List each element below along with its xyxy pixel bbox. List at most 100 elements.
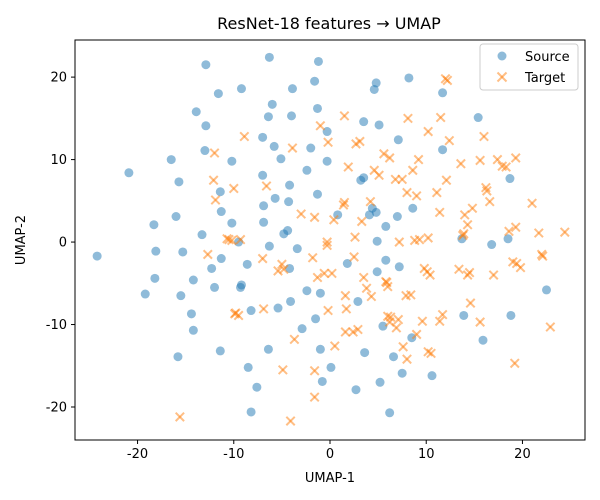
data-point-target xyxy=(434,207,445,218)
data-point-target xyxy=(285,416,296,426)
data-point-target xyxy=(354,136,365,147)
data-point-target xyxy=(393,314,404,325)
data-point-source xyxy=(242,259,252,269)
data-point-source xyxy=(215,346,225,356)
data-point-source xyxy=(351,385,361,395)
data-point-source xyxy=(166,155,176,165)
data-point-source xyxy=(372,236,382,246)
data-point-target xyxy=(527,198,537,209)
data-point-target xyxy=(258,303,269,314)
data-point-source xyxy=(191,107,201,117)
data-point-target xyxy=(423,233,434,243)
data-point-target xyxy=(464,267,475,278)
data-point-target xyxy=(361,283,372,294)
data-point-source xyxy=(176,291,186,301)
data-point-source xyxy=(283,226,293,236)
data-point-source xyxy=(478,335,488,345)
data-point-target xyxy=(277,364,288,375)
data-point-source xyxy=(236,84,246,94)
data-point-target xyxy=(374,170,384,181)
data-point-source xyxy=(306,143,316,153)
data-point-target xyxy=(323,305,333,316)
data-point-source xyxy=(312,103,322,113)
data-point-target xyxy=(510,222,521,233)
data-point-target xyxy=(417,316,428,327)
data-point-target xyxy=(378,148,389,159)
data-point-source xyxy=(315,288,325,298)
data-point-source xyxy=(397,368,407,378)
data-point-source xyxy=(258,170,268,180)
data-point-target xyxy=(289,334,300,345)
data-point-source xyxy=(188,325,198,335)
legend-source-label: Source xyxy=(525,50,570,65)
data-point-target xyxy=(492,154,503,165)
data-point-source xyxy=(252,382,262,392)
data-point-source xyxy=(407,333,417,343)
data-point-target xyxy=(278,264,289,275)
data-point-target xyxy=(459,209,470,220)
data-point-target xyxy=(309,365,320,376)
data-point-target xyxy=(356,216,367,227)
data-point-source xyxy=(243,362,253,372)
data-point-target xyxy=(322,237,333,247)
data-point-target xyxy=(340,327,351,337)
data-point-source xyxy=(263,112,273,122)
data-point-target xyxy=(454,264,464,275)
data-point-source xyxy=(151,246,161,256)
data-point-source xyxy=(313,56,323,66)
data-point-target xyxy=(322,240,333,251)
data-point-source xyxy=(215,187,225,197)
y-axis: -20 -10 0 10 20 xyxy=(46,71,75,416)
data-point-source xyxy=(173,352,183,362)
data-point-source xyxy=(374,120,384,130)
data-point-target xyxy=(382,311,393,322)
data-point-source xyxy=(506,310,516,320)
data-point-target xyxy=(510,153,521,163)
data-point-target xyxy=(397,174,408,185)
x-tick-label: 0 xyxy=(326,447,334,462)
data-point-target xyxy=(349,252,359,262)
data-point-target xyxy=(402,354,412,365)
data-point-source xyxy=(342,259,352,269)
data-point-target xyxy=(441,175,452,186)
data-point-source xyxy=(210,282,220,292)
data-point-target xyxy=(537,251,548,261)
data-point-source xyxy=(542,285,552,295)
data-point-target xyxy=(414,234,425,245)
data-point-target xyxy=(174,412,185,422)
data-point-source xyxy=(276,154,286,164)
data-point-target xyxy=(413,154,424,165)
data-point-source xyxy=(150,273,160,283)
data-point-source xyxy=(197,230,207,240)
data-point-source xyxy=(297,324,307,334)
data-point-target xyxy=(462,219,473,230)
data-point-source xyxy=(378,321,388,331)
data-point-target xyxy=(239,131,250,142)
y-tick-label: 0 xyxy=(59,236,67,251)
data-point-source xyxy=(285,180,295,190)
data-point-target xyxy=(202,249,213,260)
data-point-target xyxy=(350,232,360,243)
data-point-target xyxy=(431,187,442,198)
chart-title: ResNet-18 features → UMAP xyxy=(217,14,441,33)
data-point-source xyxy=(201,60,211,70)
y-tick-label: 20 xyxy=(50,71,67,86)
x-axis: -20 -10 0 10 20 xyxy=(127,440,531,462)
data-point-target xyxy=(501,162,512,172)
data-point-target xyxy=(233,310,244,321)
legend-target-label: Target xyxy=(524,71,565,86)
data-point-target xyxy=(365,196,376,207)
x-tick-label: 10 xyxy=(418,447,435,462)
data-point-target xyxy=(403,113,413,124)
data-point-target xyxy=(348,327,359,337)
data-point-target xyxy=(402,187,412,198)
data-point-source xyxy=(315,344,325,354)
data-point-source xyxy=(124,168,134,178)
data-point-target xyxy=(312,272,323,283)
data-point-target xyxy=(391,322,402,333)
data-point-source xyxy=(267,99,277,109)
data-point-target xyxy=(423,126,434,137)
data-point-target xyxy=(339,110,350,121)
data-point-source xyxy=(393,135,403,145)
